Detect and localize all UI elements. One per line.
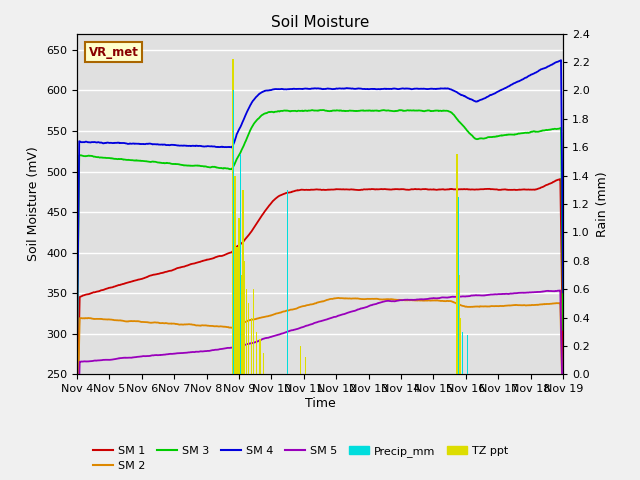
Bar	[248, 303, 250, 374]
Bar	[246, 289, 248, 374]
Bar	[462, 332, 463, 374]
Bar	[244, 261, 246, 374]
Bar	[262, 353, 264, 374]
Bar	[234, 176, 236, 374]
Title: Soil Moisture: Soil Moisture	[271, 15, 369, 30]
Bar	[242, 190, 244, 374]
Bar	[462, 339, 463, 374]
Bar	[250, 318, 252, 374]
X-axis label: Time: Time	[305, 397, 335, 410]
Bar	[305, 357, 306, 374]
Bar	[256, 332, 257, 374]
Y-axis label: Rain (mm): Rain (mm)	[596, 171, 609, 237]
Y-axis label: Soil Moisture (mV): Soil Moisture (mV)	[28, 146, 40, 262]
Bar	[238, 218, 239, 374]
Bar	[259, 339, 260, 374]
Text: VR_met: VR_met	[89, 46, 139, 59]
Legend: SM 1, SM 2, SM 3, SM 4, SM 5, Precip_mm, TZ ppt: SM 1, SM 2, SM 3, SM 4, SM 5, Precip_mm,…	[88, 441, 513, 476]
Bar	[253, 289, 254, 374]
Bar	[300, 346, 301, 374]
Bar	[458, 275, 460, 374]
Bar	[460, 318, 461, 374]
Bar	[240, 275, 242, 374]
Bar	[287, 190, 288, 374]
Bar	[232, 90, 234, 374]
Bar	[467, 335, 468, 374]
Bar	[458, 197, 460, 374]
Bar	[236, 247, 237, 374]
Bar	[456, 154, 458, 374]
Bar	[232, 59, 234, 374]
